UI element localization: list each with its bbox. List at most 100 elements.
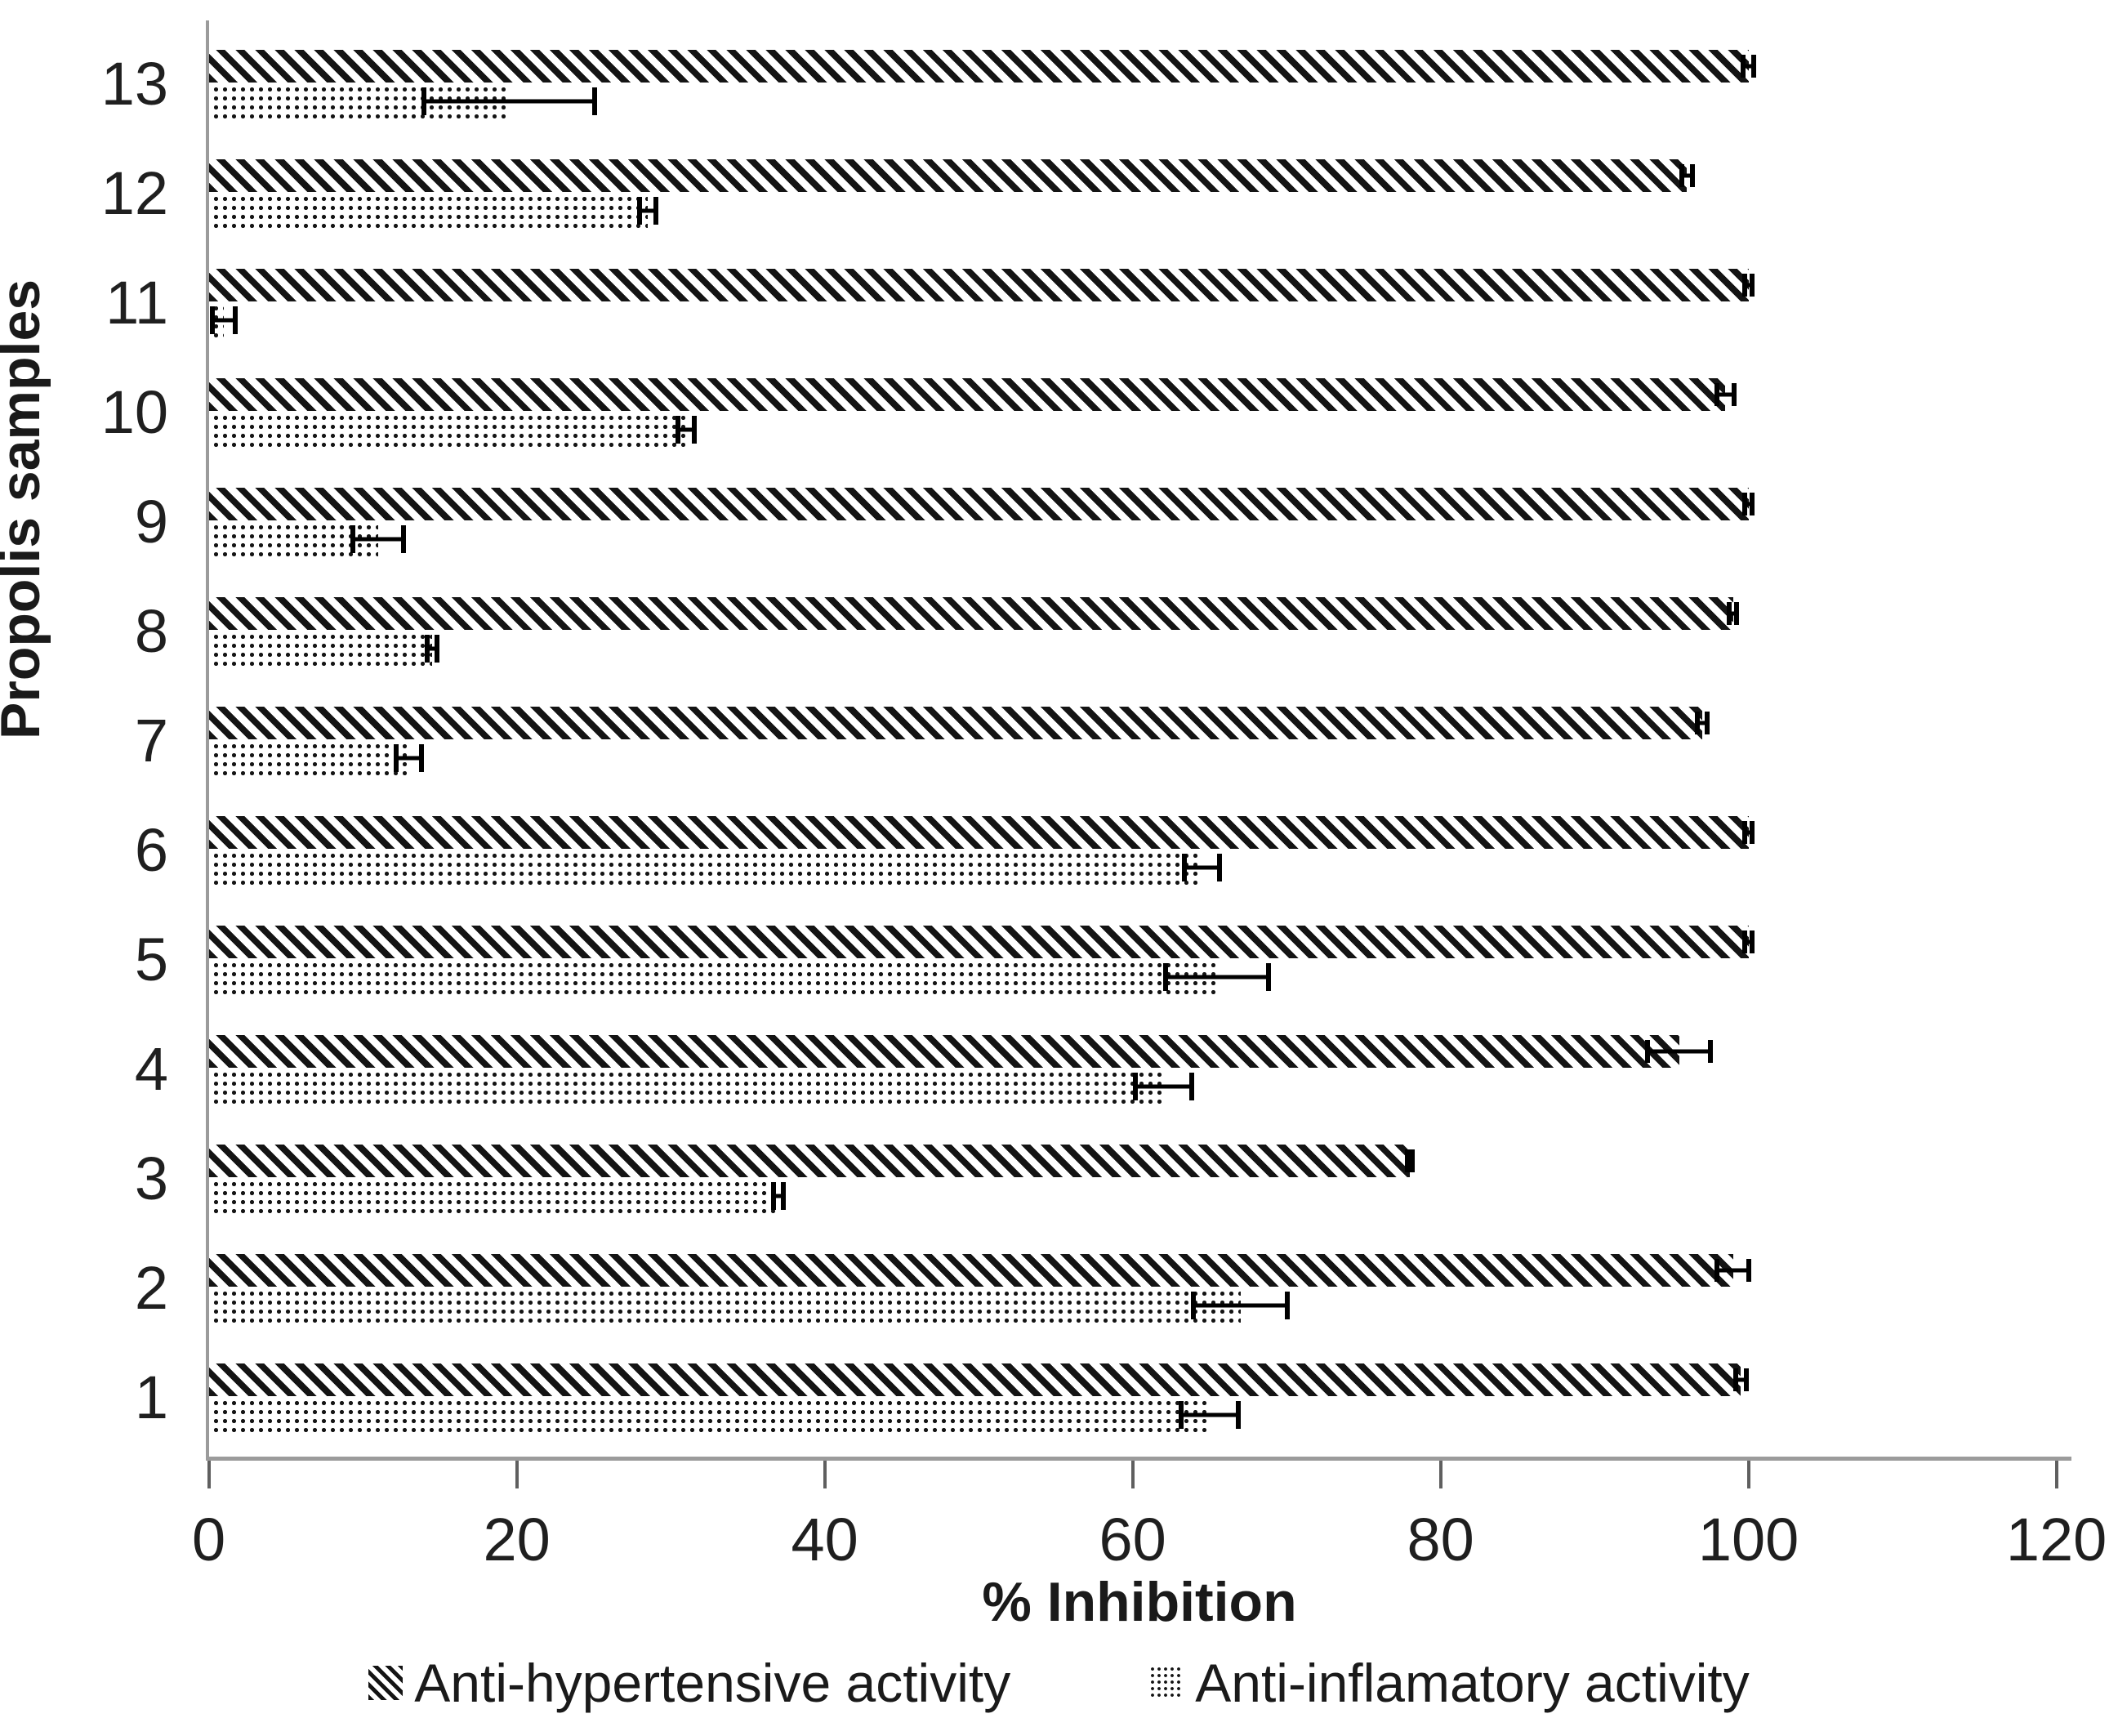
bar-anti-hypertensive xyxy=(208,269,1749,301)
error-bar xyxy=(1742,274,1755,297)
x-tick-label: 120 xyxy=(2005,1506,2107,1573)
error-bar xyxy=(675,415,698,444)
error-bar-cap xyxy=(1708,1040,1714,1063)
error-bar-line xyxy=(675,427,698,431)
x-axis-title: % Inhibition xyxy=(982,1571,1297,1633)
error-bar xyxy=(1163,962,1272,991)
error-bar-cap xyxy=(1742,930,1748,953)
error-bar-cap xyxy=(1714,1259,1720,1282)
error-bar-cap xyxy=(1694,712,1700,734)
x-tick xyxy=(2054,1461,2058,1488)
error-bar-cap xyxy=(1731,383,1737,406)
error-bar-cap xyxy=(636,196,642,225)
error-bar xyxy=(1181,853,1222,881)
error-bar-line xyxy=(1727,611,1740,616)
error-bar-line xyxy=(770,1194,787,1198)
error-bar xyxy=(770,1181,787,1210)
error-bar-cap xyxy=(421,87,426,115)
error-bar xyxy=(1742,821,1755,844)
error-bar-line xyxy=(1742,502,1755,507)
y-category-label: 4 xyxy=(134,1035,168,1103)
y-category-label: 11 xyxy=(105,269,168,337)
legend: Anti-hypertensive activity Anti-inflamat… xyxy=(0,1652,2118,1714)
bar-anti-hypertensive xyxy=(208,707,1703,739)
error-bar-cap xyxy=(435,634,440,663)
y-category-label: 12 xyxy=(100,159,168,227)
error-bar-cap xyxy=(1742,274,1748,297)
x-tick-label: 80 xyxy=(1407,1506,1474,1573)
bar-anti-inflamatory xyxy=(208,739,409,776)
error-bar xyxy=(1645,1040,1714,1063)
bar-anti-hypertensive xyxy=(208,50,1749,83)
error-bar-cap xyxy=(1750,493,1755,515)
error-bar xyxy=(393,743,425,772)
error-bar-cap xyxy=(1746,1259,1752,1282)
error-bar-cap xyxy=(1741,55,1746,78)
error-bar-cap xyxy=(1732,1368,1738,1391)
bar-anti-inflamatory xyxy=(208,411,686,448)
error-bar xyxy=(424,634,440,663)
error-bar-line xyxy=(1732,1377,1749,1382)
error-bar-line xyxy=(1714,1268,1752,1273)
error-bar xyxy=(1694,712,1710,734)
error-bar-cap xyxy=(1727,602,1732,625)
error-bar-cap xyxy=(400,524,406,553)
bar-anti-inflamatory xyxy=(208,520,378,557)
legend-label: Anti-inflamatory activity xyxy=(1195,1653,1750,1713)
error-bar xyxy=(1132,1072,1194,1100)
x-tick-label: 0 xyxy=(192,1506,226,1573)
error-bar-cap xyxy=(1705,712,1710,734)
x-tick-label: 60 xyxy=(1099,1506,1166,1573)
error-bar-line xyxy=(1742,830,1755,835)
error-bar xyxy=(350,524,406,553)
legend-swatch-hatch-icon xyxy=(368,1666,404,1700)
error-bar xyxy=(1714,383,1737,406)
bar-anti-hypertensive xyxy=(208,597,1733,630)
bar-anti-hypertensive xyxy=(208,1363,1741,1396)
bar-anti-hypertensive xyxy=(208,1035,1679,1068)
legend-swatch-dots-icon xyxy=(1149,1666,1184,1700)
x-tick xyxy=(1130,1461,1135,1488)
x-tick xyxy=(1438,1461,1442,1488)
error-bar-line xyxy=(421,99,597,103)
error-bar-line xyxy=(1163,975,1272,979)
error-bar-line xyxy=(1679,173,1695,178)
bar-anti-hypertensive xyxy=(208,926,1749,958)
error-bar-line xyxy=(1741,64,1757,69)
bar-anti-inflamatory xyxy=(208,958,1218,995)
error-bar-cap xyxy=(1689,164,1695,187)
error-bar-cap xyxy=(350,524,356,553)
error-bar-line xyxy=(1742,939,1755,944)
error-bar-cap xyxy=(1679,164,1684,187)
error-bar xyxy=(1679,164,1695,187)
bar-anti-inflamatory xyxy=(208,1068,1164,1105)
error-bar-line xyxy=(393,756,425,760)
error-bar xyxy=(1742,930,1755,953)
error-bar xyxy=(1727,602,1740,625)
bar-anti-inflamatory xyxy=(208,849,1202,886)
error-bar-cap xyxy=(653,196,658,225)
error-bar xyxy=(1714,1259,1752,1282)
bar-anti-hypertensive xyxy=(208,816,1749,849)
y-axis-line xyxy=(205,20,209,1457)
error-bar-cap xyxy=(1235,1400,1241,1429)
error-bar-line xyxy=(636,208,658,212)
error-bar xyxy=(636,196,658,225)
error-bar-cap xyxy=(1179,1400,1184,1429)
error-bar-cap xyxy=(1751,55,1757,78)
error-bar-cap xyxy=(1405,1149,1411,1172)
y-category-label: 7 xyxy=(134,707,168,774)
bar-anti-inflamatory xyxy=(208,1287,1241,1323)
y-category-label: 1 xyxy=(134,1363,168,1431)
error-bar-cap xyxy=(675,415,680,444)
error-bar-cap xyxy=(1216,853,1222,881)
x-tick-label: 40 xyxy=(791,1506,858,1573)
x-tick xyxy=(207,1461,211,1488)
bar-anti-hypertensive xyxy=(208,1145,1410,1177)
bar-anti-hypertensive xyxy=(208,159,1688,192)
error-bar-cap xyxy=(1742,493,1748,515)
error-bar-cap xyxy=(781,1181,787,1210)
y-category-label: 3 xyxy=(134,1145,168,1212)
error-bar-cap xyxy=(233,306,239,334)
